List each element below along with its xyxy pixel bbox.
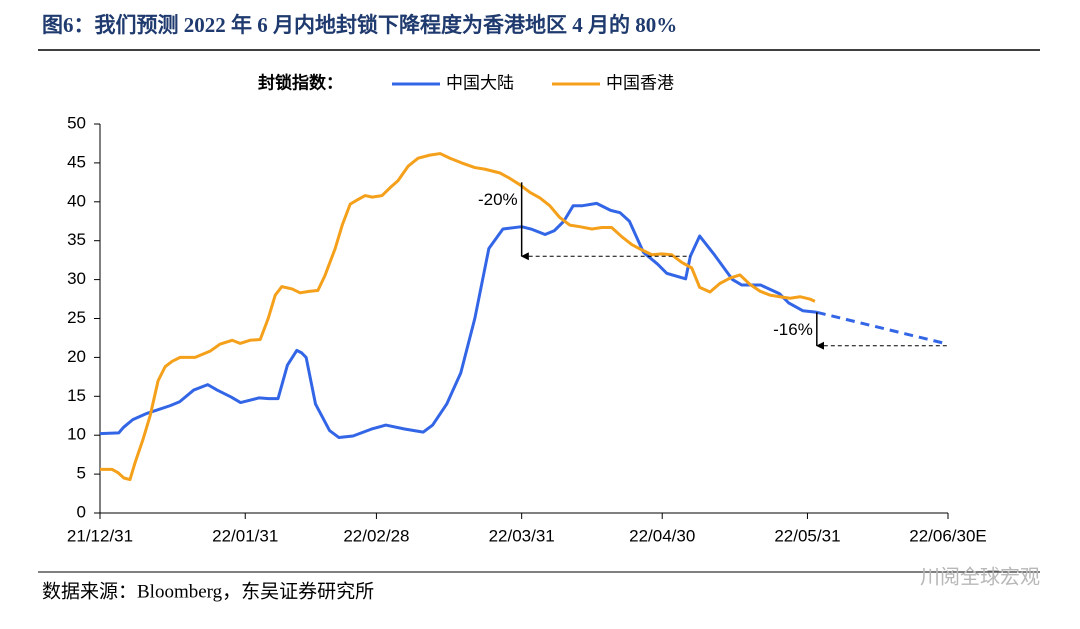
x-tick-label: 22/04/30 [629, 526, 695, 545]
x-tick-label: 22/02/28 [343, 526, 409, 545]
annotation-label: -16% [773, 320, 813, 339]
y-tick-label: 20 [67, 347, 86, 366]
series-line [99, 201, 817, 440]
y-tick-label: 15 [67, 386, 86, 405]
x-tick-label: 22/06/30E [909, 526, 987, 545]
y-tick-label: 0 [77, 502, 86, 521]
legend-label: 中国大陆 [446, 73, 514, 92]
x-tick-label: 22/03/31 [489, 526, 555, 545]
legend-label: 中国香港 [606, 73, 674, 92]
series-line [816, 310, 949, 346]
source: 数据来源：Bloomberg，东吴证券研究所 [42, 580, 374, 602]
y-tick-label: 30 [67, 269, 86, 288]
x-tick-label: 22/05/31 [774, 526, 840, 545]
annotation-label: -20% [478, 190, 518, 209]
y-tick-label: 5 [77, 464, 86, 483]
y-tick-label: 40 [67, 191, 86, 210]
y-tick-label: 35 [67, 230, 86, 249]
x-tick-label: 22/01/31 [212, 526, 278, 545]
x-tick-label: 21/12/31 [67, 526, 133, 545]
y-tick-label: 45 [67, 152, 86, 171]
legend-title: 封锁指数： [258, 72, 343, 92]
y-tick-label: 50 [67, 113, 86, 132]
chart-title: 图6：我们预测 2022 年 6 月内地封锁下降程度为香港地区 4 月的 80% [42, 13, 677, 37]
series-line [100, 152, 816, 482]
y-tick-label: 10 [67, 425, 86, 444]
watermark: 川阅全球宏观 [920, 565, 1040, 588]
y-tick-label: 25 [67, 308, 86, 327]
